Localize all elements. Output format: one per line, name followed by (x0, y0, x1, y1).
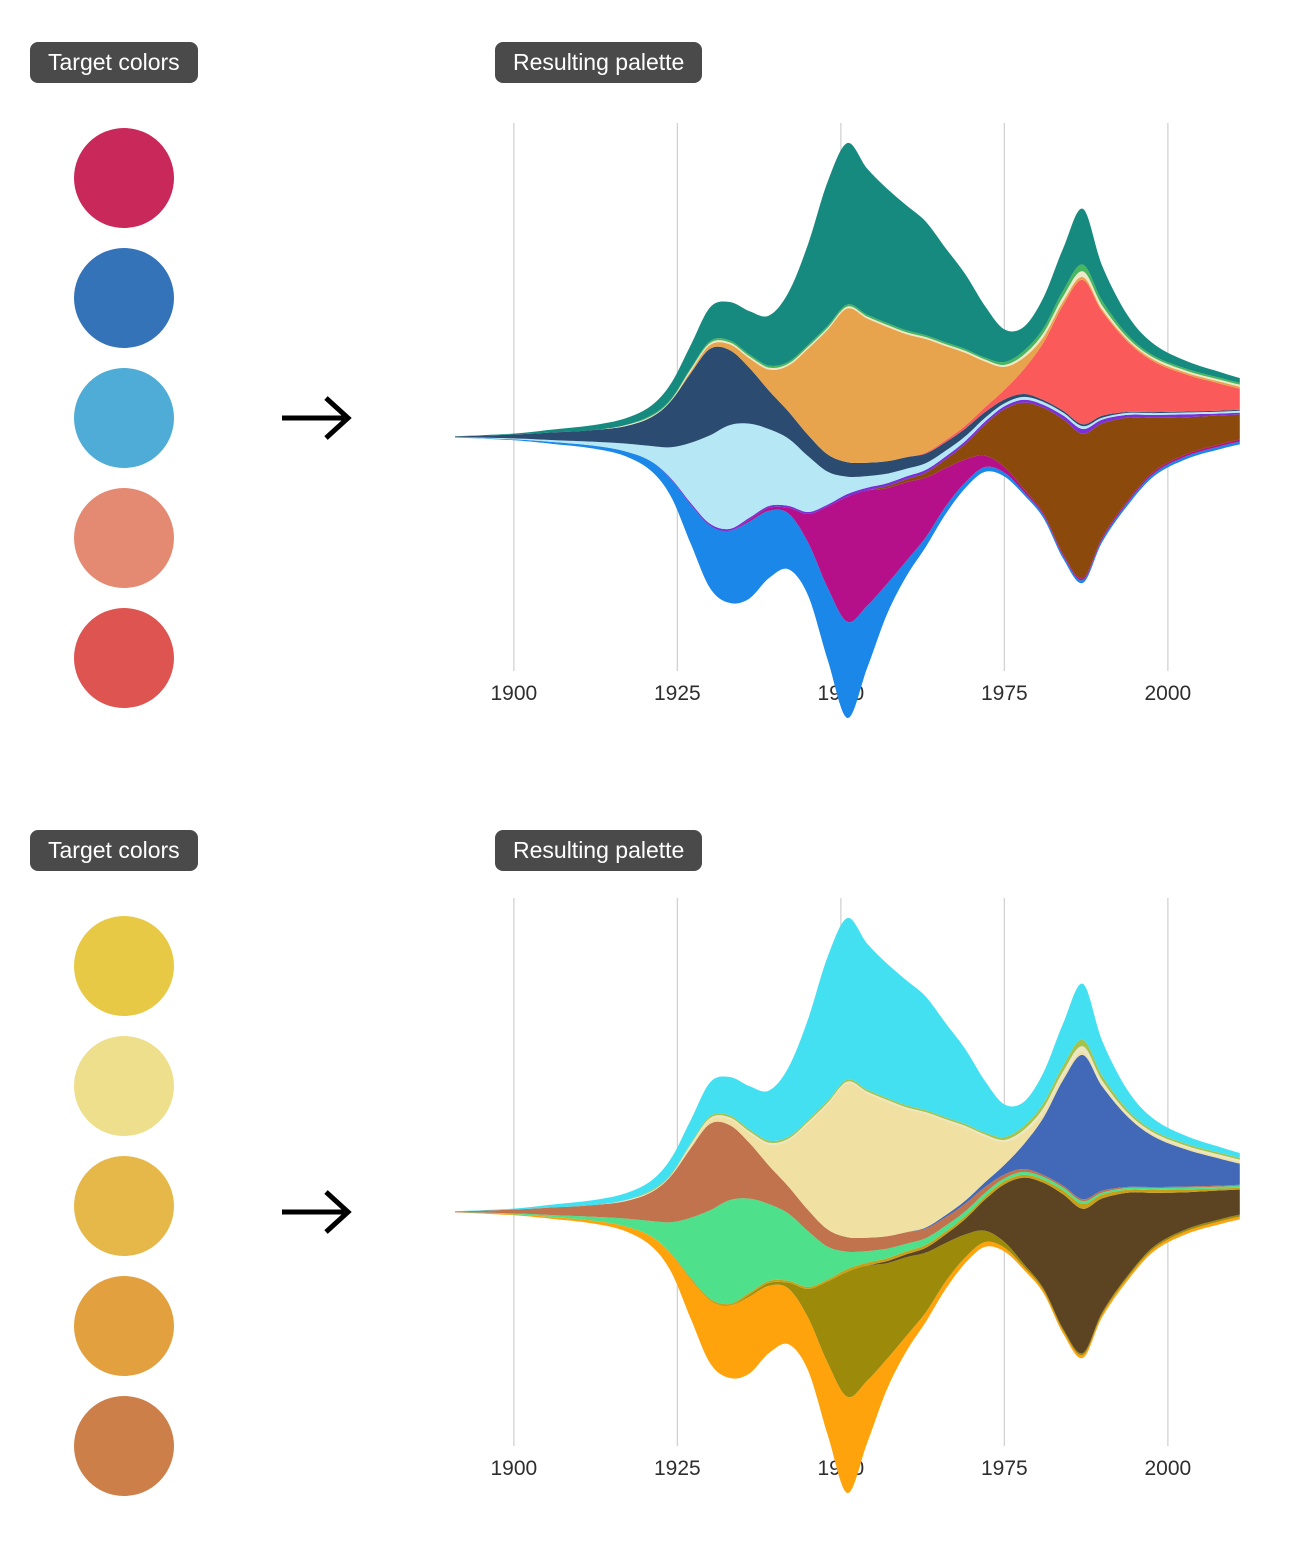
target-color-swatch-4 (74, 488, 174, 588)
panel-yellow-orange: Target colors Resulting palette 1900 1925… (0, 788, 1298, 1566)
target-color-swatch-5 (74, 608, 174, 708)
target-colors-badge: Target colors (30, 42, 198, 83)
x-tick-label-1900: 1900 (491, 1457, 538, 1480)
x-tick-label-1975: 1975 (981, 1457, 1028, 1480)
target-colors-badge: Target colors (30, 830, 198, 871)
target-color-swatch-5 (74, 1396, 174, 1496)
streamgraph-1-wrap: 19001925195019752000 (455, 115, 1245, 735)
arrow-icon (278, 392, 358, 444)
stream-layer-navy (455, 1121, 1240, 1252)
arrow-head (324, 1190, 352, 1234)
target-color-swatch-1 (74, 916, 174, 1016)
x-tick-label-1925: 1925 (654, 1457, 701, 1480)
stream-layer-brown (455, 402, 1240, 579)
target-color-swatch-2 (74, 248, 174, 348)
streamgraph-2-wrap: 19001925195019752000 (455, 890, 1245, 1510)
stream-layer-magenta (455, 1212, 1240, 1398)
streamgraph-1: 19001925195019752000 (455, 123, 1240, 719)
x-tick-label-2000: 2000 (1145, 682, 1192, 705)
stream-layer-bright-blue (455, 437, 1240, 719)
resulting-palette-badge: Resulting palette (495, 42, 703, 83)
target-color-swatch-3 (74, 368, 174, 468)
resulting-palette-badge: Resulting palette (495, 830, 703, 871)
target-color-swatch-4 (74, 1276, 174, 1376)
panel-red-blue: Target colors Resulting palette 1900 1925… (30, 42, 1245, 735)
stream-layer-coral-red (455, 279, 1240, 464)
x-tick-label-1925: 1925 (654, 682, 701, 705)
arrow-head (324, 396, 352, 440)
stream-layer-bright-blue (455, 1212, 1240, 1494)
stream-layer-brown (455, 1177, 1240, 1354)
arrow-icon-svg (282, 1190, 352, 1234)
x-tick-label-2000: 2000 (1145, 1457, 1192, 1480)
streamgraph-2: 19001925195019752000 (455, 898, 1240, 1494)
target-color-swatch-2 (74, 1036, 174, 1136)
target-swatches (74, 128, 174, 708)
arrow-icon-svg (282, 396, 352, 440)
arrow-icon (278, 1186, 358, 1238)
target-swatches (74, 916, 174, 1496)
stream-layer-navy (455, 346, 1240, 477)
target-color-swatch-1 (74, 128, 174, 228)
stream-layer-coral-red (455, 1054, 1240, 1239)
stream-layer-teal (455, 917, 1240, 1212)
stream-layer-teal (455, 142, 1240, 437)
x-tick-label-1975: 1975 (981, 682, 1028, 705)
x-tick-label-1900: 1900 (491, 682, 538, 705)
stream-layer-amber-orange (455, 1051, 1240, 1239)
stream-layer-magenta (455, 437, 1240, 623)
target-color-swatch-3 (74, 1156, 174, 1256)
stream-layer-amber-orange (455, 276, 1240, 464)
